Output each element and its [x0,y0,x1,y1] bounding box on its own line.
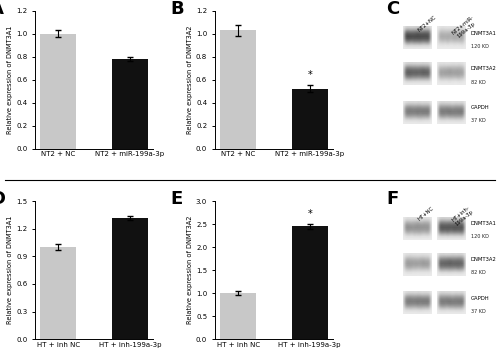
Text: C: C [386,0,400,17]
Bar [112,218,148,339]
Text: 120 KD: 120 KD [471,234,489,239]
Text: 82 KD: 82 KD [471,270,486,275]
Y-axis label: Relative expression of DNMT3A1: Relative expression of DNMT3A1 [8,25,14,134]
Bar [220,293,256,339]
Y-axis label: Relative expression of DNMT3A2: Relative expression of DNMT3A2 [187,216,193,325]
Text: GAPDH: GAPDH [471,105,490,110]
Text: *: * [308,208,312,218]
Y-axis label: Relative expression of DNMT3A2: Relative expression of DNMT3A2 [187,25,193,134]
Text: D: D [0,190,5,208]
Text: 120 KD: 120 KD [471,44,489,49]
Text: A: A [0,0,4,17]
Bar [40,247,76,339]
Text: E: E [170,190,182,208]
Bar [40,34,76,149]
Text: DNMT3A1: DNMT3A1 [471,221,497,226]
Text: B: B [170,0,183,17]
Bar [292,89,328,149]
Text: DNMT3A2: DNMT3A2 [471,257,497,262]
Text: GAPDH: GAPDH [471,296,490,301]
Bar [220,30,256,149]
Text: HT+inh-
199a-3p: HT+inh- 199a-3p [451,205,474,227]
Text: *: * [308,70,312,80]
Text: DNMT3A2: DNMT3A2 [471,66,497,71]
Y-axis label: Relative expression of DNMT3A1: Relative expression of DNMT3A1 [8,216,14,325]
Text: NT2+NC: NT2+NC [416,15,437,33]
Text: F: F [386,190,399,208]
Text: 37 KD: 37 KD [471,309,486,314]
Bar [292,226,328,339]
Text: DNMT3A1: DNMT3A1 [471,31,497,36]
Text: 37 KD: 37 KD [471,119,486,124]
Text: HT+NC: HT+NC [416,205,434,221]
Text: 82 KD: 82 KD [471,80,486,85]
Text: NT2+miR-
199a-3p: NT2+miR- 199a-3p [451,15,478,40]
Bar [112,59,148,149]
